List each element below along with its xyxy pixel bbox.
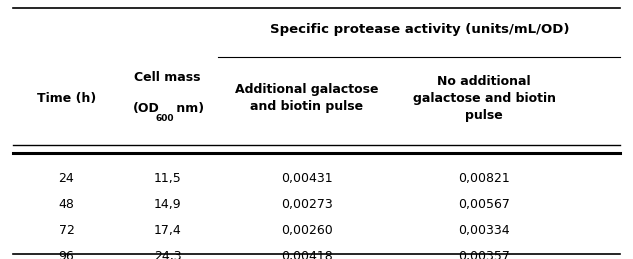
Text: 96: 96 xyxy=(59,250,74,259)
Text: 0,00260: 0,00260 xyxy=(281,224,333,237)
Text: 14,9: 14,9 xyxy=(154,198,182,211)
Text: (OD: (OD xyxy=(133,102,160,115)
Text: 0,00431: 0,00431 xyxy=(281,172,333,185)
Text: No additional
galactose and biotin
pulse: No additional galactose and biotin pulse xyxy=(413,75,556,122)
Text: Specific protease activity (units/mL/OD): Specific protease activity (units/mL/OD) xyxy=(270,23,569,36)
Text: 0,00334: 0,00334 xyxy=(458,224,510,237)
Text: 0,00821: 0,00821 xyxy=(458,172,510,185)
Text: 48: 48 xyxy=(58,198,75,211)
Text: 11,5: 11,5 xyxy=(154,172,182,185)
Text: 17,4: 17,4 xyxy=(154,224,182,237)
Text: 24,3: 24,3 xyxy=(154,250,182,259)
Text: nm): nm) xyxy=(172,102,204,115)
Text: Time (h): Time (h) xyxy=(37,92,96,105)
Text: Additional galactose
and biotin pulse: Additional galactose and biotin pulse xyxy=(235,83,379,113)
Text: 600: 600 xyxy=(156,114,174,123)
Text: Cell mass: Cell mass xyxy=(134,71,201,84)
Text: 72: 72 xyxy=(58,224,75,237)
Text: 0,00418: 0,00418 xyxy=(281,250,333,259)
Text: 0,00357: 0,00357 xyxy=(458,250,510,259)
Text: 0,00273: 0,00273 xyxy=(281,198,333,211)
Text: 24: 24 xyxy=(59,172,74,185)
Text: 0,00567: 0,00567 xyxy=(458,198,510,211)
